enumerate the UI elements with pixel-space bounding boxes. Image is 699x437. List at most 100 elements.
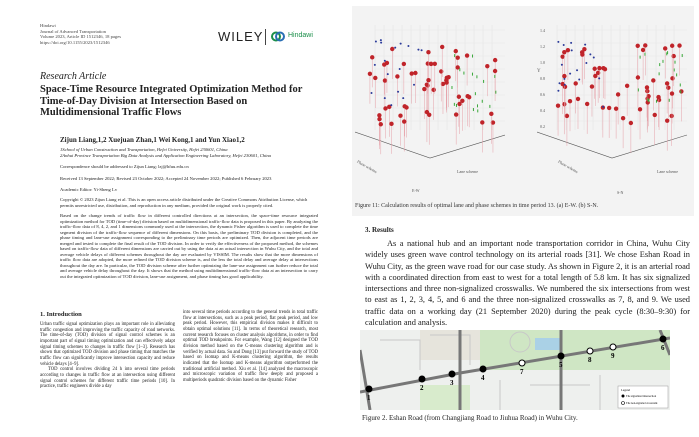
data-point: [555, 103, 561, 108]
axis-label-phase-a: Phase scheme: [356, 158, 379, 175]
data-point: [413, 83, 416, 86]
data-point: [417, 48, 420, 51]
data-point: [480, 120, 485, 125]
data-point: [663, 46, 668, 51]
z-tick-label: 0.6: [540, 92, 545, 97]
figure-11: 1.4 1.2 1.0 0.8 0.6 0.4 0.2 Y Lane scheme Phase…: [352, 6, 694, 216]
data-point: [397, 90, 400, 93]
data-point: [589, 53, 592, 56]
data-point: [402, 119, 407, 124]
hindawi-logo-icon: [271, 31, 285, 42]
data-point: [399, 42, 402, 45]
data-point: [669, 43, 675, 48]
map-node-label: 8: [588, 356, 592, 364]
data-point: [370, 91, 373, 94]
map-node-label: 5: [559, 361, 563, 369]
data-point: [557, 89, 560, 92]
data-point: [667, 51, 669, 55]
journal-meta: Hindawi Journal of Advanced Transportati…: [40, 23, 121, 45]
data-point: [578, 78, 581, 81]
axis-label-phase-b: Phase scheme: [557, 158, 580, 175]
data-point: [648, 99, 650, 103]
data-point: [409, 71, 414, 76]
data-point: [573, 81, 578, 86]
data-point: [562, 73, 567, 79]
data-point: [373, 75, 378, 81]
data-point: [453, 112, 459, 117]
data-point: [676, 73, 678, 77]
logo-divider: [265, 29, 266, 45]
data-point: [562, 49, 567, 55]
data-point: [463, 71, 465, 75]
data-point: [395, 74, 400, 79]
data-point: [620, 115, 626, 121]
data-point: [460, 98, 465, 104]
z-tick-label: 1.4: [540, 28, 545, 33]
data-point: [576, 69, 579, 72]
abstract: Based on the change trends of traffic fl…: [60, 213, 318, 280]
data-point: [674, 60, 676, 64]
data-point: [380, 41, 383, 44]
figure-11-caption: Figure 11: Calculation results of optima…: [355, 203, 599, 209]
data-point: [402, 97, 405, 100]
intro-column-right: into several time periods according to t…: [183, 310, 318, 383]
data-point: [373, 63, 376, 66]
data-point: [635, 43, 640, 48]
axis-line: [355, 131, 505, 159]
data-point: [584, 101, 590, 107]
axis-label-lane-b: Lane scheme: [657, 169, 678, 174]
data-point: [394, 46, 397, 49]
data-point: [453, 102, 455, 106]
results-paragraph: As a national hub and an important node …: [365, 239, 690, 328]
data-point: [582, 46, 587, 52]
data-point: [671, 53, 676, 59]
data-point: [670, 76, 675, 81]
data-point: [456, 94, 462, 99]
wiley-logo: WILEY: [218, 29, 264, 44]
data-point: [485, 63, 490, 69]
z-tick-label: 1.0: [540, 60, 545, 65]
data-point: [637, 88, 639, 92]
data-point: [387, 104, 392, 110]
data-point: [492, 68, 498, 74]
data-point: [669, 113, 674, 119]
data-point: [382, 78, 388, 83]
data-point: [679, 89, 684, 94]
data-point: [677, 43, 682, 48]
meta-line: Volume 2023, Article ID 1512346, 18 page…: [40, 34, 122, 40]
data-point: [598, 77, 601, 80]
panel-b-label: S-N: [617, 190, 624, 195]
hindawi-wordmark: Hindawi: [288, 32, 313, 39]
paragraph: Urban traffic signal optimization plays …: [40, 322, 175, 367]
data-point: [464, 53, 470, 58]
data-point: [384, 60, 390, 66]
data-point: [431, 87, 436, 93]
data-point: [426, 50, 431, 55]
map-node: [418, 375, 426, 383]
paragraph: TOD control involves dividing 24 h into …: [40, 367, 175, 390]
data-point: [495, 90, 497, 94]
data-point: [472, 108, 474, 112]
data-point: [413, 70, 418, 76]
data-point: [659, 63, 661, 67]
map-node: [586, 347, 594, 355]
data-point: [602, 105, 605, 108]
data-point: [562, 84, 568, 89]
data-point: [656, 99, 658, 103]
doi-link[interactable]: https://doi.org/10.1155/2023/1512346: [40, 39, 110, 45]
data-point: [390, 46, 395, 52]
data-point: [656, 94, 661, 100]
article-type: Research Article: [40, 71, 107, 82]
eshan-road-map: 1 2 3 4 5 6 7 8 9 Legend The signalized intersec…: [360, 330, 670, 410]
data-point: [370, 55, 375, 60]
data-point: [422, 86, 427, 92]
data-point: [489, 111, 494, 117]
data-point: [563, 83, 566, 86]
data-point: [580, 52, 585, 57]
academic-editor: Academic Editor: Yi-Sheng Lv: [60, 187, 118, 192]
data-point: [492, 57, 498, 63]
data-point: [570, 49, 573, 52]
data-point: [652, 112, 657, 118]
data-point: [379, 39, 382, 42]
data-point: [664, 81, 670, 86]
